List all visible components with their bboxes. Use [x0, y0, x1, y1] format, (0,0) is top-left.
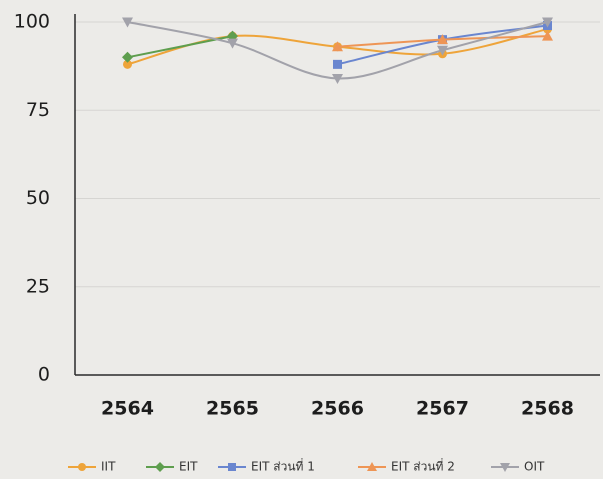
series-line [127, 35, 233, 59]
y-tick-label: 50 [26, 187, 50, 209]
marker [500, 463, 510, 472]
marker [122, 51, 133, 63]
y-tick-label: 25 [26, 275, 50, 297]
marker [542, 17, 553, 28]
marker [78, 463, 86, 471]
x-tick-label: 2567 [416, 398, 469, 420]
marker [155, 462, 165, 472]
legend-label: IIT [101, 460, 116, 474]
legend-label: EIT [179, 460, 198, 474]
y-tick-label: 75 [26, 99, 50, 121]
marker [367, 462, 377, 471]
marker [333, 59, 342, 69]
marker [437, 45, 448, 56]
y-tick-label: 0 [38, 364, 50, 386]
y-tick-label: 100 [14, 11, 50, 33]
marker [228, 463, 236, 471]
marker [123, 59, 132, 69]
x-tick-label: 2568 [521, 398, 574, 420]
x-tick-label: 2566 [311, 398, 364, 420]
legend-label: EIT ส่วนที่ 1 [251, 458, 315, 474]
x-tick-label: 2564 [101, 398, 154, 420]
marker [227, 38, 238, 49]
legend-label: OIT [524, 460, 545, 474]
marker [122, 17, 133, 28]
x-tick-label: 2565 [206, 398, 259, 420]
marker [332, 41, 343, 52]
legend-label: EIT ส่วนที่ 2 [391, 458, 455, 474]
marker [542, 30, 553, 41]
marker [437, 34, 448, 45]
marker [332, 73, 343, 84]
